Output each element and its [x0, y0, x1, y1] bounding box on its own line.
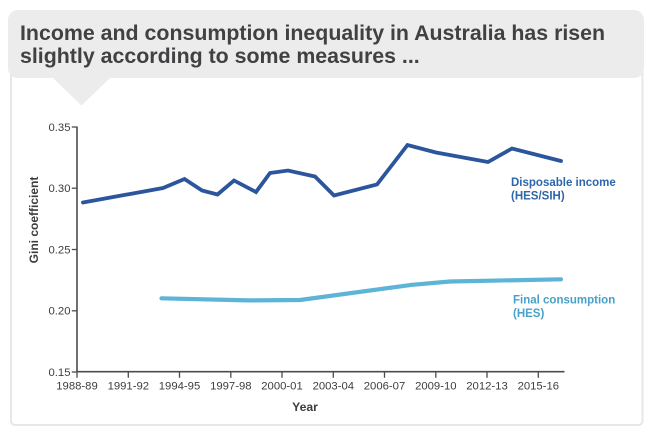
svg-text:0.15: 0.15	[49, 367, 71, 379]
svg-text:0.30: 0.30	[49, 183, 71, 195]
svg-text:2003-04: 2003-04	[313, 380, 354, 392]
svg-text:1997-98: 1997-98	[210, 380, 251, 392]
svg-text:2012-13: 2012-13	[466, 380, 507, 392]
svg-text:2000-01: 2000-01	[261, 380, 302, 392]
svg-text:Gini coefficient: Gini coefficient	[27, 177, 41, 264]
svg-text:Disposable income: Disposable income	[511, 177, 616, 189]
svg-text:(HES/SIH): (HES/SIH)	[511, 191, 565, 203]
svg-text:1991-92: 1991-92	[108, 380, 149, 392]
svg-text:(HES): (HES)	[513, 308, 544, 320]
svg-text:Income and consumption inequal: Income and consumption inequality in Aus…	[20, 21, 605, 45]
svg-text:1988-89: 1988-89	[56, 380, 97, 392]
svg-text:1994-95: 1994-95	[159, 380, 200, 392]
svg-text:Year: Year	[292, 400, 318, 414]
svg-text:slightly according to some mea: slightly according to some measures ...	[20, 44, 420, 68]
svg-text:2009-10: 2009-10	[415, 380, 456, 392]
svg-text:0.20: 0.20	[49, 306, 71, 318]
svg-text:Final consumption: Final consumption	[513, 295, 615, 307]
svg-text:2015-16: 2015-16	[518, 380, 559, 392]
svg-text:0.25: 0.25	[49, 244, 71, 256]
svg-text:2006-07: 2006-07	[364, 380, 405, 392]
svg-text:0.35: 0.35	[49, 122, 71, 134]
